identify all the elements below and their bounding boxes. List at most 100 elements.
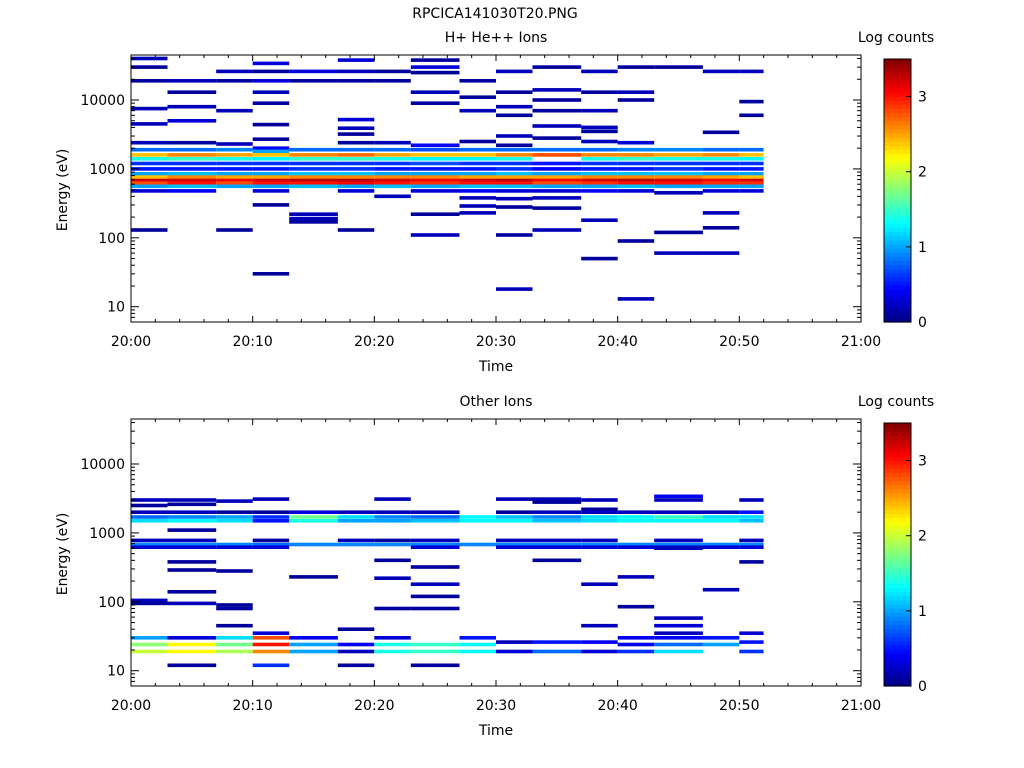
heatmap-cell — [532, 542, 582, 547]
colorbar-segment — [884, 591, 911, 597]
heatmap-cell — [216, 228, 253, 232]
heatmap-cell — [216, 636, 253, 640]
heatmap-cell — [410, 167, 460, 171]
heatmap-cell — [289, 519, 338, 523]
heatmap-cell — [289, 181, 338, 185]
heatmap-cell — [167, 528, 217, 532]
heatmap-cell — [532, 640, 582, 644]
heatmap-cell — [739, 153, 764, 157]
heatmap-cell — [252, 69, 290, 74]
heatmap-cell — [459, 211, 496, 215]
colorbar-segment — [884, 538, 911, 543]
heatmap-cell — [459, 636, 496, 640]
axis-ticks: 20:00 20:10 20:20 20:30 20:40 20:50 21:00 10 100… — [80, 55, 881, 350]
heatmap-cell — [252, 272, 290, 276]
colorbar-segment — [884, 186, 911, 192]
heatmap-cell — [337, 642, 375, 647]
colorbar-segment — [884, 276, 911, 282]
heatmap-cell — [702, 519, 740, 523]
heatmap-cell — [654, 153, 703, 157]
heatmap-cell — [496, 649, 533, 654]
heatmap-cell — [581, 178, 618, 183]
colorbar-segment — [884, 67, 911, 72]
heatmap-cell — [289, 161, 338, 166]
heatmap-cell — [654, 515, 703, 519]
heatmap-cell — [702, 178, 740, 183]
heatmap-cell — [410, 510, 460, 514]
colorbar-segment — [884, 603, 911, 609]
heatmap-cell — [496, 510, 533, 514]
heatmap-cell — [617, 157, 655, 161]
heatmap-cell — [337, 181, 375, 185]
heatmap-cell — [252, 636, 290, 640]
heatmap-cell — [131, 510, 168, 514]
heatmap-cell — [532, 519, 582, 523]
heatmap-cell — [739, 172, 764, 176]
heatmap-cell — [252, 157, 290, 161]
heatmap-cell — [654, 538, 703, 543]
heatmap-cell — [496, 69, 533, 74]
colorbar-segment — [884, 562, 911, 568]
heatmap-cell — [374, 167, 411, 171]
heatmap-cell — [459, 157, 496, 161]
heatmap-cell — [410, 233, 460, 237]
heatmap-cell — [532, 538, 582, 543]
heatmap-cell — [337, 147, 375, 152]
colorbar-segment — [884, 75, 911, 81]
heatmap-cell — [289, 178, 338, 183]
heatmap-cell — [410, 181, 460, 185]
heatmap-cell — [532, 98, 582, 102]
colorbar-segment — [884, 239, 911, 245]
heatmap-cell — [374, 576, 411, 580]
heatmap-cell — [654, 172, 703, 176]
heatmap-cell — [617, 575, 655, 579]
heatmap-cell — [617, 147, 655, 152]
heatmap-cell — [410, 545, 460, 549]
heatmap-cell — [374, 175, 411, 179]
heatmap-cell — [410, 161, 460, 166]
x-tick-label: 20:50 — [719, 698, 759, 714]
heatmap-cell — [739, 649, 764, 654]
colorbar-segment — [884, 169, 911, 175]
heatmap-cell — [374, 194, 411, 199]
heatmap-cell — [337, 153, 375, 157]
colorbar-segment — [884, 128, 911, 134]
heatmap-cell — [289, 69, 338, 74]
heatmap-cell — [374, 184, 411, 189]
heatmap-cell — [702, 153, 740, 157]
colorbar-segment — [884, 149, 911, 155]
colorbar-tick-label: 3 — [918, 454, 927, 470]
heatmap-cell — [654, 167, 703, 171]
heatmap-cell — [654, 546, 703, 550]
colorbar-segment — [884, 108, 911, 114]
heatmap-cell — [532, 175, 582, 179]
heatmap-cell — [216, 157, 253, 161]
heatmap-cell — [167, 104, 217, 109]
heatmap-cell — [289, 216, 338, 221]
heatmap-cell — [654, 649, 703, 654]
colorbar-segment — [884, 505, 911, 510]
colorbar-segment — [884, 525, 911, 531]
heatmap-cell — [374, 519, 411, 523]
heatmap-cell — [289, 649, 338, 654]
heatmap-cell — [702, 167, 740, 171]
heatmap-cell — [739, 542, 764, 547]
heatmap-cell — [131, 636, 168, 640]
x-tick-label: 20:30 — [476, 334, 516, 350]
heatmap-cell — [131, 228, 168, 232]
heatmap-cell — [374, 157, 411, 161]
colorbar-segment — [884, 301, 911, 307]
colorbar-segment — [884, 63, 911, 68]
heatmap-cell — [739, 175, 764, 179]
colorbar-segment — [884, 280, 911, 286]
heatmap-cell — [702, 161, 740, 166]
colorbar-segment — [884, 202, 911, 208]
heatmap-cell — [131, 106, 168, 111]
heatmap-cell — [252, 175, 290, 179]
heatmap-cell — [532, 65, 582, 69]
heatmap-cell — [289, 642, 338, 647]
colorbar-segment — [884, 468, 911, 473]
heatmap-cell — [337, 58, 375, 62]
heatmap-cell — [617, 239, 655, 243]
heatmap-cell — [410, 58, 460, 62]
